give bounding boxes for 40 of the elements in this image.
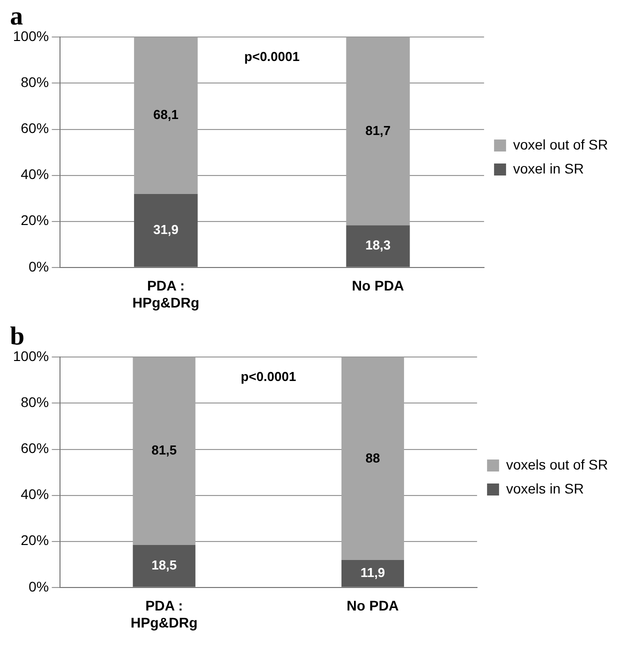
bar <box>132 544 196 587</box>
bar <box>134 37 198 194</box>
x-tick-label: No PDA <box>352 278 404 294</box>
bar <box>341 560 404 587</box>
y-tick-label: 20% <box>20 212 49 228</box>
data-label: 81,7 <box>365 122 391 138</box>
bar <box>134 194 198 267</box>
data-label: 18,3 <box>365 238 391 253</box>
chart-title: b <box>10 321 24 350</box>
y-tick-label: 0% <box>28 258 49 274</box>
legend-label: voxel in SR <box>513 160 584 176</box>
bar <box>132 357 196 545</box>
annotation: p<0.0001 <box>244 48 300 64</box>
y-tick-label: 80% <box>20 394 49 410</box>
annotation: p<0.0001 <box>240 368 296 384</box>
y-tick-label: 100% <box>12 28 49 44</box>
bar <box>341 357 404 560</box>
x-tick-label: PDA : HPg&DRg <box>132 278 200 310</box>
legend-label: voxel out of SR <box>513 136 608 152</box>
data-label: 88 <box>366 450 380 466</box>
bar <box>346 225 410 267</box>
x-tick-label: PDA : HPg&DRg <box>130 598 198 630</box>
y-tick-label: 80% <box>20 74 49 90</box>
y-tick-label: 60% <box>20 120 49 136</box>
y-tick-label: 40% <box>20 166 49 182</box>
data-label: 18,5 <box>151 557 177 572</box>
chart-title: a <box>10 1 23 30</box>
y-tick-label: 0% <box>28 578 49 594</box>
data-label: 68,1 <box>153 107 179 122</box>
data-label: 11,9 <box>360 565 386 580</box>
y-tick-label: 60% <box>20 440 49 456</box>
data-label: 31,9 <box>153 222 179 238</box>
legend-label: voxels out of SR <box>506 456 608 472</box>
y-tick-label: 40% <box>20 486 49 502</box>
data-label: 81,5 <box>151 442 177 458</box>
legend-label: voxels in SR <box>506 480 584 496</box>
y-tick-label: 100% <box>12 348 49 364</box>
bar <box>346 37 410 226</box>
y-tick-label: 20% <box>20 532 49 548</box>
x-tick-label: No PDA <box>346 598 399 614</box>
